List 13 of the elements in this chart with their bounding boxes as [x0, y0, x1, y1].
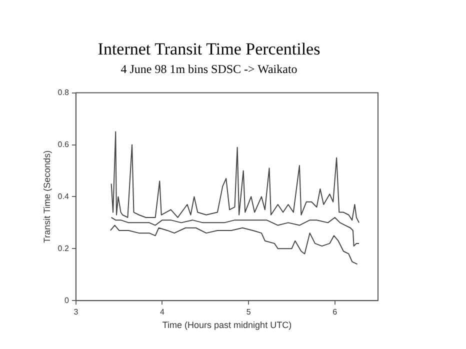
x-tick-label: 4 [160, 308, 166, 317]
y-tick-label: 0.8 [58, 88, 70, 98]
x-axis-title: Time (Hours past midnight UTC) [162, 320, 292, 330]
y-axis-title: Transit Time (Seconds) [42, 150, 52, 244]
y-tick-label: 0 [64, 296, 70, 305]
x-tick-label: 3 [74, 308, 79, 317]
y-tick-label: 0.6 [58, 140, 70, 149]
y-tick-label: 0.2 [58, 244, 70, 253]
x-tick-label: 5 [246, 308, 252, 317]
chart-title: Internet Transit Time Percentiles [98, 40, 320, 59]
x-tick-label: 6 [332, 308, 338, 317]
chart-subtitle: 4 June 98 1m bins SDSC -> Waikato [120, 62, 298, 76]
y-tick-label: 0.4 [58, 192, 70, 201]
